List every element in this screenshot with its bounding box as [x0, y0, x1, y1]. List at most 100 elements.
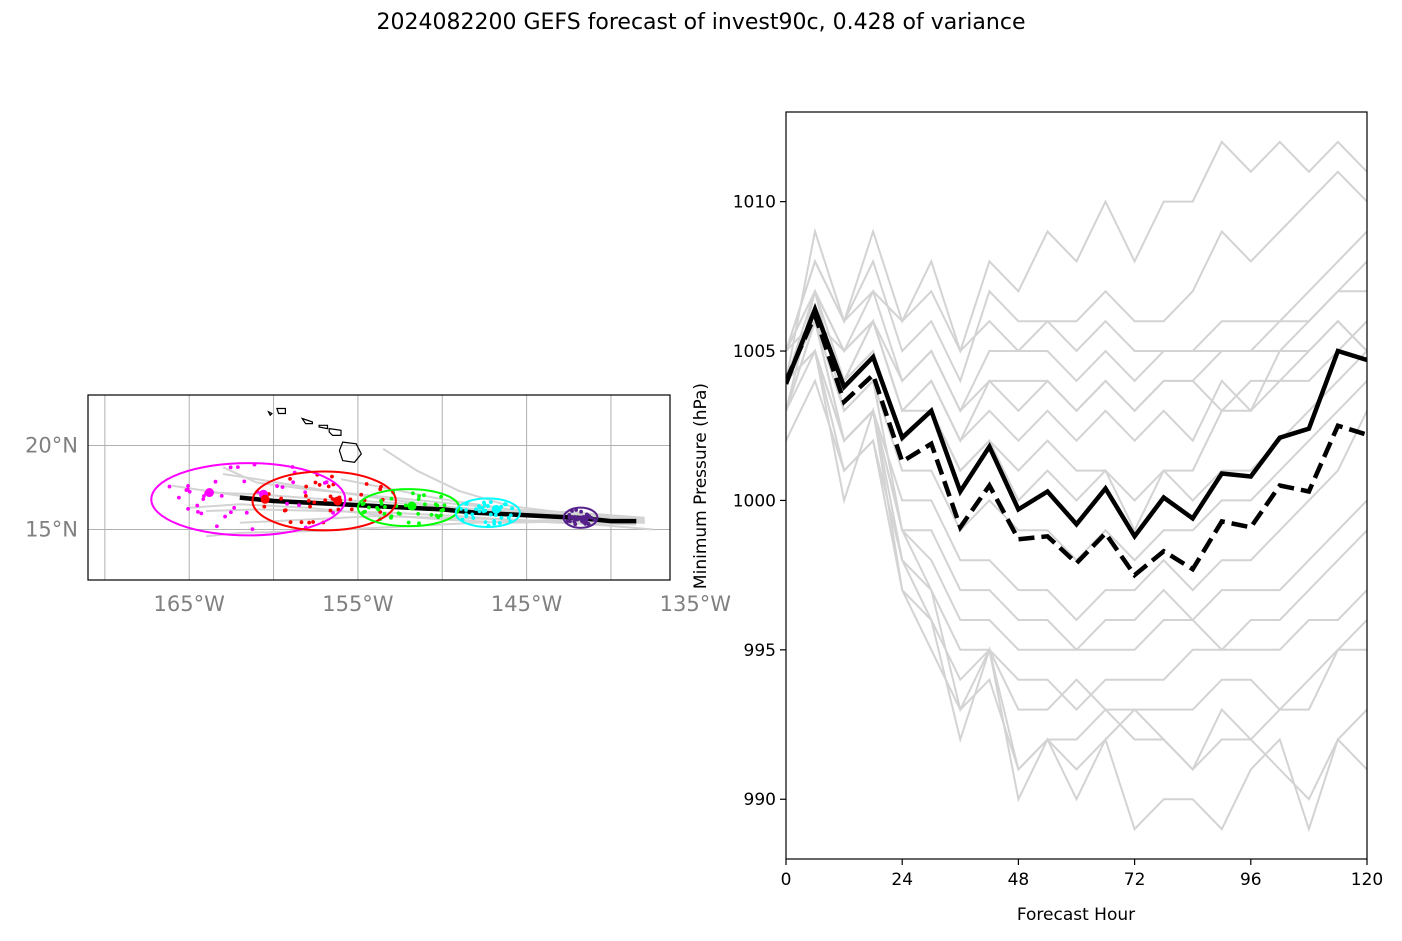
mean-position-point: [407, 501, 417, 511]
member-position-point: [279, 496, 284, 501]
y-tick-label: 995: [744, 641, 776, 661]
member-position-point: [330, 474, 334, 479]
member-position-point: [482, 500, 486, 505]
member-position-point: [228, 510, 233, 515]
y-axis-label: Minimum Pressure (hPa): [691, 383, 711, 589]
member-position-point: [291, 480, 296, 485]
y-tick-label: 1000: [733, 491, 776, 511]
member-position-point: [324, 480, 329, 485]
member-position-point: [503, 502, 507, 507]
member-position-point: [196, 510, 200, 514]
position-points: [167, 462, 597, 532]
mean-position-point: [491, 504, 501, 514]
member-position-point: [474, 507, 478, 512]
member-position-point: [359, 492, 364, 497]
member-pressure-line: [786, 140, 1367, 382]
island-outline: [318, 424, 329, 430]
member-position-point: [202, 494, 206, 498]
member-position-point: [323, 498, 328, 503]
uncertainty-ellipse: [454, 497, 521, 529]
member-position-point: [331, 510, 335, 515]
mean-lines: [786, 302, 1367, 579]
member-position-point: [383, 504, 387, 509]
member-position-point: [488, 512, 493, 517]
figure-title: 2024082200 GEFS forecast of invest90c, 0…: [376, 10, 1026, 35]
map-panel: 165°W 155°W 145°W 135°W 15°N 20°N: [25, 394, 732, 616]
map-x-tick-labels: 165°W 155°W 145°W 135°W: [154, 592, 732, 616]
member-position-point: [378, 487, 383, 492]
pressure-panel: 0 24 48 72 96 120 990 995 1000 1005 1010 Forecast…: [691, 111, 1383, 925]
member-position-point: [328, 494, 333, 499]
member-position-point: [579, 509, 583, 514]
member-pressure-line: [786, 348, 1367, 833]
mean-pressure-dashed-line: [786, 308, 1367, 579]
member-position-point: [464, 512, 468, 517]
member-position-point: [313, 480, 318, 485]
member-position-point: [573, 522, 578, 527]
member-position-point: [228, 465, 233, 470]
mean-position-point: [260, 494, 270, 504]
member-position-point: [429, 512, 434, 517]
member-position-point: [416, 512, 421, 516]
member-position-point: [187, 489, 192, 494]
member-position-point: [439, 494, 444, 499]
member-position-point: [214, 524, 219, 529]
member-position-point: [480, 505, 485, 510]
island-outline: [328, 427, 342, 436]
member-pressure-line: [786, 258, 1367, 353]
member-position-point: [379, 498, 383, 503]
member-position-point: [492, 521, 497, 526]
member-position-point: [471, 516, 476, 520]
ensemble-track: [239, 515, 637, 526]
member-position-point: [492, 518, 497, 523]
uncertainty-ellipses: [150, 462, 599, 537]
member-position-point: [510, 506, 514, 511]
member-position-point: [382, 511, 387, 516]
y-tick-label: 1005: [733, 342, 776, 362]
member-position-point: [592, 517, 597, 522]
member-position-point: [506, 515, 511, 520]
member-position-point: [288, 520, 293, 525]
member-position-point: [477, 504, 481, 508]
member-position-point: [304, 484, 309, 489]
member-position-point: [282, 508, 287, 513]
member-position-point: [199, 511, 204, 516]
member-position-point: [266, 492, 271, 496]
map-gridlines: [88, 395, 670, 580]
mean-position-point: [333, 496, 343, 506]
x-tick-label: 96: [1240, 870, 1262, 890]
map-y-tick-label: 20°N: [25, 433, 78, 457]
member-position-point: [232, 505, 237, 510]
member-position-point: [213, 479, 218, 484]
member-position-point: [367, 505, 371, 510]
member-pressure-line: [786, 349, 1367, 712]
member-position-point: [297, 503, 301, 508]
member-position-point: [389, 514, 394, 519]
member-pressure-line: [786, 230, 1367, 414]
member-position-point: [477, 509, 482, 514]
member-position-point: [186, 484, 191, 488]
member-position-point: [497, 521, 502, 525]
member-lines: [786, 140, 1367, 833]
member-position-point: [499, 515, 504, 520]
member-pressure-line: [786, 289, 1367, 443]
member-pressure-line: [786, 290, 1367, 443]
member-position-point: [312, 500, 317, 505]
member-position-point: [317, 483, 322, 487]
member-position-point: [389, 496, 394, 501]
member-position-point: [186, 506, 191, 511]
map-frame: [87, 394, 671, 581]
member-position-point: [438, 513, 443, 518]
member-position-point: [416, 497, 421, 502]
mean-position-point: [579, 514, 589, 524]
member-position-point: [410, 491, 415, 496]
uncertainty-ellipse: [562, 506, 599, 529]
member-position-point: [280, 485, 285, 490]
member-position-point: [573, 517, 578, 522]
member-position-point: [403, 503, 408, 508]
member-position-point: [470, 512, 475, 517]
member-position-point: [464, 508, 468, 512]
member-position-point: [223, 514, 227, 519]
map-x-tick-label: 165°W: [154, 592, 226, 616]
